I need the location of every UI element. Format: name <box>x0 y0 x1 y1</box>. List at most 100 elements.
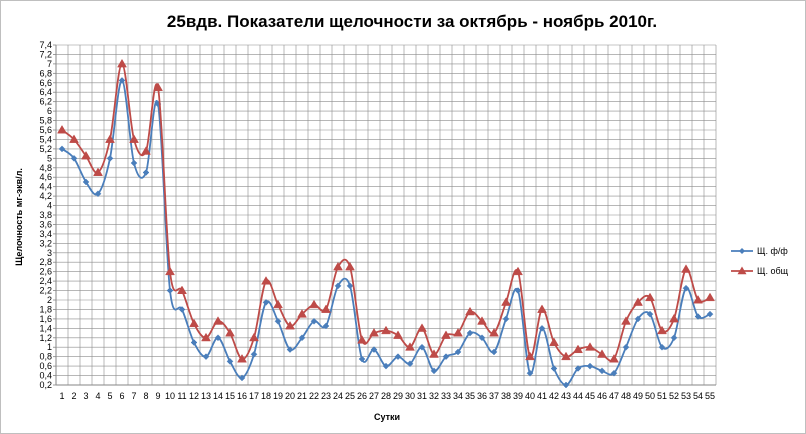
series-1-point <box>598 367 606 375</box>
y-tick-label: 7,2 <box>39 49 52 59</box>
series-2-point <box>93 167 103 176</box>
series-2-point <box>297 309 307 318</box>
series-1-point <box>406 360 414 368</box>
x-tick-label: 29 <box>393 391 403 401</box>
y-tick-label: 0,6 <box>39 361 52 371</box>
series-2-point <box>225 328 235 337</box>
series-2-point <box>429 349 439 358</box>
x-tick-label: 14 <box>213 391 223 401</box>
y-tick-label: 2,2 <box>39 286 52 296</box>
series-2-point <box>645 292 655 302</box>
x-tick-label: 55 <box>705 391 715 401</box>
legend: Щ. ф/ф Щ. общ <box>731 246 789 276</box>
series-1-point <box>238 374 246 382</box>
series-2-point <box>609 354 619 363</box>
y-tick-label: 0,4 <box>39 371 52 381</box>
x-tick-label: 2 <box>71 391 76 401</box>
x-tick-label: 40 <box>525 391 535 401</box>
x-tick-label: 25 <box>345 391 355 401</box>
series-1-point <box>658 343 666 351</box>
chart-title: 25вдв. Показатели щелочности за октябрь … <box>167 12 657 31</box>
y-tick-label: 3,8 <box>39 210 52 220</box>
y-tick-label: 6,6 <box>39 78 52 88</box>
series-2-point <box>213 316 223 325</box>
y-tick-label: 5,2 <box>39 144 52 154</box>
x-tick-label: 52 <box>669 391 679 401</box>
x-tick-label: 11 <box>177 391 186 401</box>
series-2-point <box>585 342 595 351</box>
series-line-2 <box>61 62 711 362</box>
series-1-point <box>202 353 210 361</box>
series-1-point <box>670 334 678 342</box>
series-2-point <box>321 304 331 313</box>
x-tick-label: 20 <box>285 391 295 401</box>
x-tick-label: 42 <box>549 391 559 401</box>
legend-item-series-2: Щ. общ <box>731 266 789 276</box>
y-tick-label: 4 <box>47 201 52 211</box>
series-1-point <box>94 190 102 198</box>
series-2-point <box>129 134 139 143</box>
x-tick-label: 3 <box>83 391 88 401</box>
series-2-point <box>405 342 415 351</box>
series-1-point <box>490 348 498 356</box>
series-1-point <box>454 348 462 356</box>
series-1-point <box>70 154 78 162</box>
x-tick-label: 16 <box>237 391 247 401</box>
series-1-point <box>106 154 114 162</box>
y-tick-label: 1,8 <box>39 304 52 314</box>
x-tick-label: 48 <box>621 391 631 401</box>
series-1-point <box>682 284 690 292</box>
series-1-point <box>550 365 558 372</box>
y-tick-label: 3,2 <box>39 238 52 248</box>
series-1-point <box>466 329 474 337</box>
series-2-point <box>453 328 463 337</box>
x-axis-title: Сутки <box>374 412 400 422</box>
series-1-point <box>274 317 282 325</box>
series-line-1 <box>61 79 711 386</box>
x-tick-label: 44 <box>573 391 583 401</box>
series-1-point <box>178 306 186 313</box>
series-2-point <box>69 134 79 143</box>
y-tick-label: 5 <box>47 153 52 163</box>
series-2-point <box>513 266 523 276</box>
series-2-point <box>177 285 187 295</box>
series-1-point <box>142 169 150 176</box>
series-2-point <box>249 332 259 342</box>
x-tick-label: 37 <box>489 391 499 401</box>
x-tick-label: 46 <box>597 391 607 401</box>
series-2-point <box>105 134 115 143</box>
series-1-point <box>586 362 594 370</box>
series-2-point <box>501 297 511 306</box>
y-tick-label: 4,8 <box>39 163 52 173</box>
series-1-point <box>634 315 642 323</box>
y-tick-label: 6,4 <box>39 87 52 97</box>
series-1-point <box>442 353 450 361</box>
legend-label-series-2: Щ. общ <box>757 266 789 276</box>
series-1-point <box>478 334 486 342</box>
series-1-point <box>226 358 234 365</box>
series-2-point <box>333 261 343 271</box>
y-tick-label: 1,4 <box>39 323 52 333</box>
series-1-point <box>118 77 126 84</box>
y-tick-label: 5,6 <box>39 125 52 135</box>
series-2-point <box>345 261 355 271</box>
x-tick-label: 50 <box>645 391 655 401</box>
series-2-point <box>537 304 547 313</box>
series-1-point <box>418 343 426 351</box>
series-2-point <box>621 316 631 325</box>
series-2-point <box>561 351 571 361</box>
x-tick-label: 41 <box>537 391 547 401</box>
series-1-point <box>286 346 294 353</box>
y-tick-label: 6,2 <box>39 97 52 107</box>
y-tick-label: 2,4 <box>39 276 52 286</box>
y-tick-label: 1,6 <box>39 314 52 324</box>
series-1-point <box>82 178 90 186</box>
series-1-point <box>562 381 570 389</box>
x-tick-label: 39 <box>513 391 523 401</box>
y-tick-label: 2,8 <box>39 257 52 267</box>
series-2-point <box>681 264 691 273</box>
series-2-point <box>141 146 151 155</box>
series-2-point <box>165 266 175 276</box>
series-1-point <box>214 334 222 342</box>
